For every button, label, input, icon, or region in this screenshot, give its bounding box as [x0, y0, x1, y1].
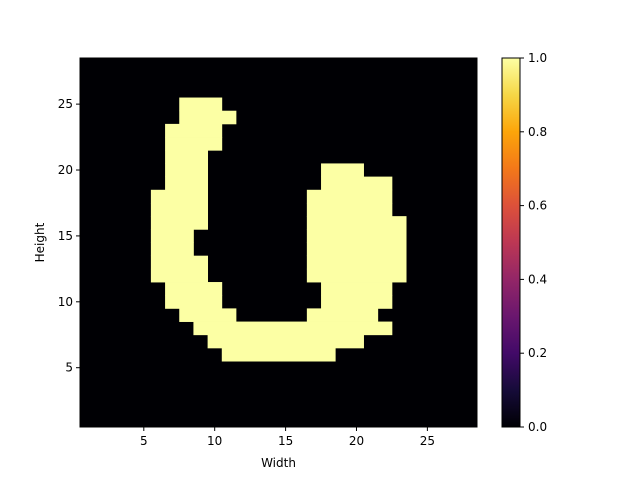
colorbar-tick-label: 0.0 — [528, 420, 547, 434]
y-tick-label: 25 — [58, 97, 73, 111]
colorbar-tick-label: 0.8 — [528, 125, 547, 139]
heatmap-cell — [165, 295, 223, 309]
heatmap-cell — [179, 110, 237, 125]
heatmap-cell — [306, 242, 407, 257]
heatmap-cell — [306, 216, 407, 230]
heatmap-cells — [80, 58, 477, 427]
heatmap-cell — [150, 268, 209, 283]
plot-frame — [79, 57, 478, 428]
heatmap-cell — [207, 334, 364, 349]
colorbar — [501, 57, 521, 428]
x-tick-label: 15 — [278, 434, 293, 448]
heatmap-cell — [165, 282, 223, 296]
heatmap-cell — [150, 189, 209, 204]
x-tick-label: 25 — [420, 434, 435, 448]
colorbar-tick-label: 0.4 — [528, 272, 547, 286]
heatmap-cell — [150, 255, 209, 270]
heatmap-cell — [306, 202, 393, 217]
heatmap-cell — [150, 229, 194, 243]
heatmap-cell — [306, 268, 407, 283]
colorbar-tick-label: 0.6 — [528, 199, 547, 213]
heatmap-cell — [306, 255, 407, 270]
heatmap-cell — [150, 216, 209, 230]
y-axis-ticks: 5 10 15 20 25 — [58, 97, 80, 375]
heatmap-cell — [165, 137, 223, 151]
colorbar-ticks: 0.0 0.2 0.4 0.6 0.8 1.0 — [520, 51, 547, 434]
heatmap-cell — [321, 176, 393, 191]
x-axis-ticks: 5 10 15 20 25 — [140, 427, 435, 448]
heatmap-cell — [165, 150, 209, 164]
heatmap-cell — [306, 308, 379, 322]
heatmap-cell — [306, 229, 407, 243]
heatmap-cell — [150, 242, 194, 257]
x-tick-label: 10 — [207, 434, 222, 448]
y-tick-label: 10 — [58, 295, 73, 309]
heatmap-cell — [321, 163, 364, 178]
y-tick-label: 20 — [58, 163, 73, 177]
colorbar-tick-label: 1.0 — [528, 51, 547, 65]
heatmap-cell — [193, 321, 393, 336]
colorbar-tick-label: 0.2 — [528, 346, 547, 360]
heatmap-cell — [321, 282, 393, 296]
heatmap-cell — [306, 189, 393, 204]
heatmap-cell — [165, 123, 223, 138]
heatmap-background — [80, 58, 477, 427]
heatmap-cell — [221, 347, 336, 362]
heatmap-cell — [165, 176, 209, 191]
x-axis-label: Width — [261, 456, 296, 470]
heatmap-cell — [179, 308, 237, 322]
heatmap-cell — [165, 163, 209, 178]
x-tick-label: 20 — [349, 434, 364, 448]
x-tick-label: 5 — [140, 434, 148, 448]
y-axis-label: Height — [33, 222, 47, 262]
heatmap-cell — [179, 97, 223, 112]
y-tick-label: 15 — [58, 229, 73, 243]
y-tick-label: 5 — [65, 361, 73, 375]
heatmap-cell — [150, 202, 209, 217]
heatmap-cell — [321, 295, 393, 309]
